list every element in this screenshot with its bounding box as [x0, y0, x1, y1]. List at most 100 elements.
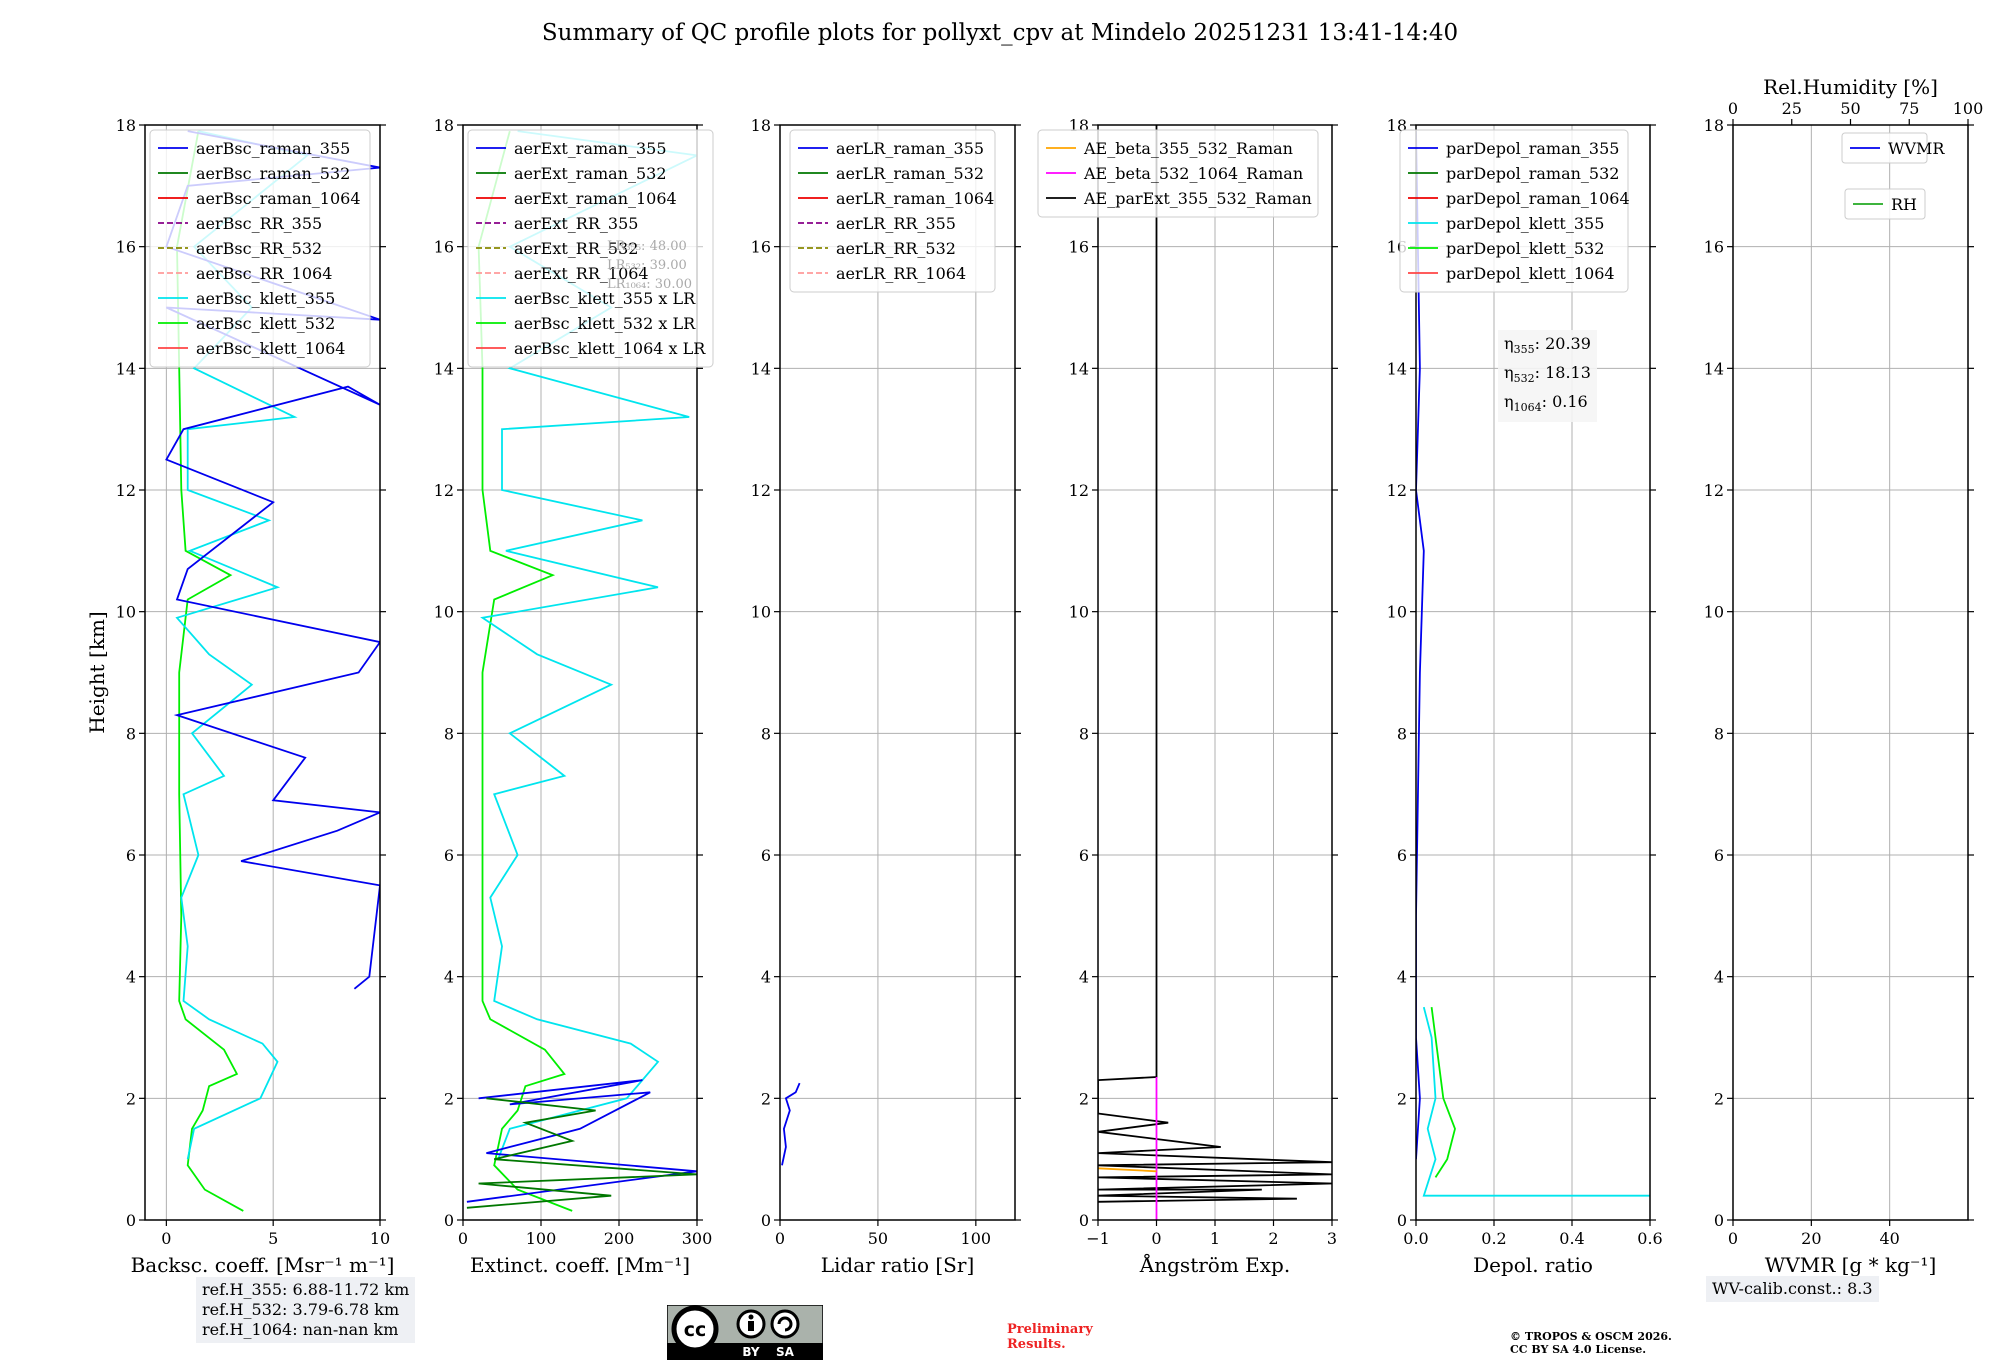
legend-label: WVMR — [1888, 139, 1945, 158]
wv-calib-text: WV-calib.const.: 8.3 — [1712, 1279, 1873, 1298]
legend-label: aerExt_RR_355 — [514, 214, 638, 233]
y-tick-label: 0 — [761, 1211, 771, 1230]
x-tick-label: 5 — [268, 1229, 278, 1248]
top-tick-label: 0 — [1728, 99, 1738, 118]
legend-label: aerExt_RR_532 — [514, 239, 638, 258]
legend-label: aerBsc_klett_355 — [196, 289, 335, 308]
legend-label: AE_parExt_355_532_Raman — [1083, 189, 1312, 208]
x-tick-label: 2 — [1268, 1229, 1278, 1248]
y-tick-label: 18 — [751, 116, 771, 135]
y-tick-label: 4 — [1397, 968, 1407, 987]
y-tick-label: 14 — [116, 359, 136, 378]
top-tick-label: 100 — [1953, 99, 1984, 118]
ref-height-355: ref.H_355: 6.88-11.72 km — [202, 1280, 410, 1299]
axes-frame — [144, 124, 381, 1221]
series-AE_parExt_355_532_Raman — [1098, 125, 1332, 1203]
axes-frame — [1732, 124, 1969, 1221]
ref-height-1064: ref.H_1064: nan-nan km — [202, 1320, 399, 1339]
y-tick-label: 14 — [1387, 359, 1407, 378]
top-axis-label: Rel.Humidity [%] — [1763, 75, 1938, 99]
y-tick-label: 14 — [434, 359, 454, 378]
y-tick-label: 18 — [116, 116, 136, 135]
legend-label: parDepol_raman_355 — [1446, 139, 1619, 158]
x-axis-label: Backsc. coeff. [Msr⁻¹ m⁻¹] — [131, 1253, 395, 1277]
axes-frame — [1415, 124, 1651, 1221]
legend-label: aerExt_raman_1064 — [514, 189, 677, 208]
x-axis-label: Extinct. coeff. [Mm⁻¹] — [470, 1253, 690, 1277]
y-tick-label: 18 — [434, 116, 454, 135]
y-tick-label: 0 — [1714, 1211, 1724, 1230]
y-tick-label: 4 — [761, 968, 771, 987]
series-aerExt_raman_532 — [466, 1097, 697, 1209]
legend-box — [1399, 129, 1629, 293]
legend-label: aerBsc_RR_355 — [196, 214, 322, 233]
y-tick-label: 14 — [751, 359, 771, 378]
y-tick-label: 0 — [1397, 1211, 1407, 1230]
panel-backscatter: 0 2 4 6 8 10 12 14 16 18 0 5 10 Backsc. coeff. [Msr⁻¹… — [116, 116, 395, 1277]
y-tick-label: 6 — [1079, 846, 1089, 865]
legend-label: aerLR_RR_1064 — [836, 264, 966, 283]
y-tick-label: 6 — [761, 846, 771, 865]
x-tick-label: 0.6 — [1637, 1229, 1662, 1248]
series-aerBsc_klett_532 — [176, 130, 244, 1212]
y-tick-label: 2 — [126, 1089, 136, 1108]
y-tick-label: 16 — [1069, 238, 1089, 257]
eta-1064: η1064: 0.16 — [1504, 392, 1588, 415]
y-tick-label: 8 — [444, 724, 454, 743]
series-AE_beta_355_532_Raman — [1098, 1167, 1157, 1173]
y-tick-label: 12 — [1704, 481, 1724, 500]
y-tick-label: 10 — [1387, 603, 1407, 622]
x-axis-label: Depol. ratio — [1473, 1253, 1593, 1277]
preliminary-line1: Preliminary — [1007, 1322, 1093, 1337]
y-tick-label: 16 — [1704, 238, 1724, 257]
legend-label: aerBsc_klett_1064 — [196, 339, 345, 358]
series-aerExt_raman_355 — [466, 1079, 697, 1203]
legend-label: aerBsc_klett_532 x LR — [514, 314, 696, 333]
top-tick-label: 25 — [1782, 99, 1802, 118]
copyright-line2: CC BY SA 4.0 License. — [1510, 1343, 1647, 1356]
y-axis-label: Height [km] — [85, 611, 109, 733]
top-tick-label: 50 — [1840, 99, 1860, 118]
y-tick-label: 12 — [434, 481, 454, 500]
legend-label: aerExt_RR_1064 — [514, 264, 649, 283]
x-tick-label: 0 — [1151, 1229, 1161, 1248]
x-tick-label: 50 — [868, 1229, 888, 1248]
y-tick-label: 6 — [1714, 846, 1724, 865]
y-tick-label: 14 — [1704, 359, 1724, 378]
y-tick-label: 8 — [1397, 724, 1407, 743]
legend-label: AE_beta_532_1064_Raman — [1083, 164, 1303, 183]
eta-532-value: 18.13 — [1545, 363, 1591, 383]
legend-label: aerLR_RR_355 — [836, 214, 956, 233]
x-tick-label: 10 — [370, 1229, 390, 1248]
y-tick-label: 2 — [1397, 1089, 1407, 1108]
y-tick-label: 4 — [1079, 968, 1089, 987]
y-tick-label: 18 — [1704, 116, 1724, 135]
x-axis-label: Lidar ratio [Sr] — [821, 1253, 975, 1277]
legend-label: aerBsc_klett_1064 x LR — [514, 339, 706, 358]
x-tick-label: −1 — [1086, 1229, 1110, 1248]
legend-label: aerBsc_raman_355 — [196, 139, 350, 158]
x-tick-label: 100 — [961, 1229, 992, 1248]
legend-label: parDepol_raman_532 — [1446, 164, 1619, 183]
x-tick-label: 20 — [1801, 1229, 1821, 1248]
y-tick-label: 8 — [126, 724, 136, 743]
y-tick-label: 8 — [1714, 724, 1724, 743]
copyright-line1: © TROPOS & OSCM 2026. — [1510, 1330, 1672, 1343]
axes-frame — [1097, 124, 1333, 1221]
cc-logo-text: cc — [684, 1319, 707, 1341]
y-tick-label: 16 — [116, 238, 136, 257]
series-aerBsc_klett_355 x LR — [480, 130, 697, 1160]
legend-label: aerBsc_klett_532 — [196, 314, 335, 333]
y-tick-label: 12 — [1069, 481, 1089, 500]
legend-label: aerExt_raman_355 — [514, 139, 667, 158]
legend-label: parDepol_klett_532 — [1446, 239, 1604, 258]
preliminary-notice: Preliminary Results. — [1007, 1322, 1093, 1352]
legend-label: parDepol_klett_355 — [1446, 214, 1604, 233]
y-tick-label: 2 — [1079, 1089, 1089, 1108]
legend-label: aerLR_raman_532 — [836, 164, 984, 183]
x-axis-label: WVMR [g * kg⁻¹] — [1765, 1253, 1937, 1277]
y-tick-label: 0 — [1079, 1211, 1089, 1230]
y-tick-label: 2 — [761, 1089, 771, 1108]
x-tick-label: 0 — [1728, 1229, 1738, 1248]
